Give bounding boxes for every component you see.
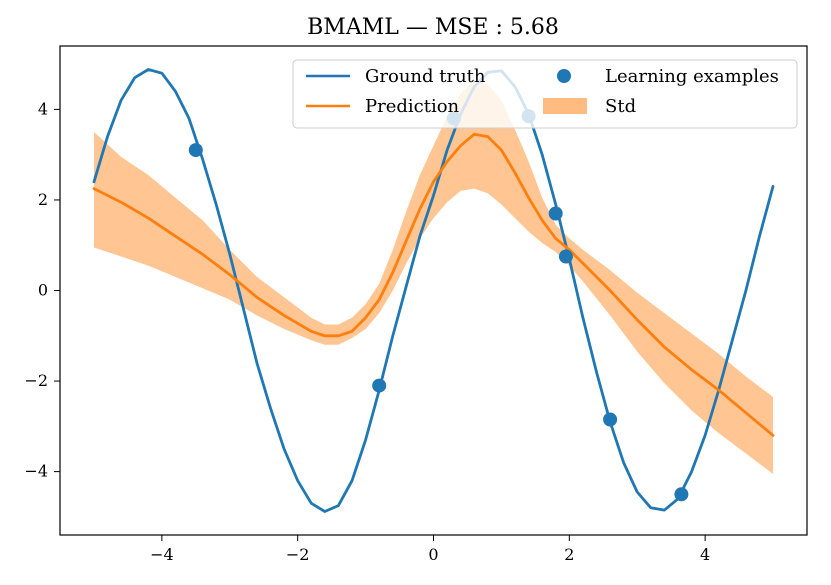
x-tick-label: 4 — [700, 545, 710, 564]
y-tick-label: −4 — [24, 462, 48, 481]
legend-prediction-label: Prediction — [365, 96, 460, 117]
learning-example-point — [188, 143, 203, 158]
std-band — [94, 80, 773, 474]
learning-example-point — [548, 206, 563, 221]
ground-truth-line — [92, 68, 775, 513]
legend-std-swatch — [543, 98, 587, 114]
learning-example-point — [674, 487, 689, 502]
x-tick-label: −2 — [286, 545, 310, 564]
chart-title: BMAML — MSE : 5.68 — [307, 15, 559, 40]
x-tick-label: 0 — [428, 545, 438, 564]
legend: Ground truth Prediction Learning example… — [292, 59, 798, 129]
learning-example-point — [558, 249, 573, 264]
x-tick-label: −4 — [150, 545, 174, 564]
y-tick-label: 2 — [38, 190, 48, 209]
legend-learning-examples-marker — [557, 69, 571, 83]
learning-example-point — [372, 378, 387, 393]
y-tick-label: −2 — [24, 371, 48, 390]
y-tick-label: 4 — [38, 99, 48, 118]
legend-frame — [292, 59, 798, 129]
legend-ground-truth-label: Ground truth — [365, 66, 486, 87]
axes: −4 −2 0 2 4 −4 −2 0 2 4 — [24, 45, 808, 564]
prediction-line — [92, 132, 775, 437]
plot-area — [92, 68, 775, 513]
x-tick-label: 2 — [564, 545, 574, 564]
legend-learning-examples-label: Learning examples — [605, 66, 779, 87]
learning-example-point — [603, 412, 618, 427]
y-tick-label: 0 — [38, 281, 48, 300]
legend-std-label: Std — [605, 96, 636, 117]
